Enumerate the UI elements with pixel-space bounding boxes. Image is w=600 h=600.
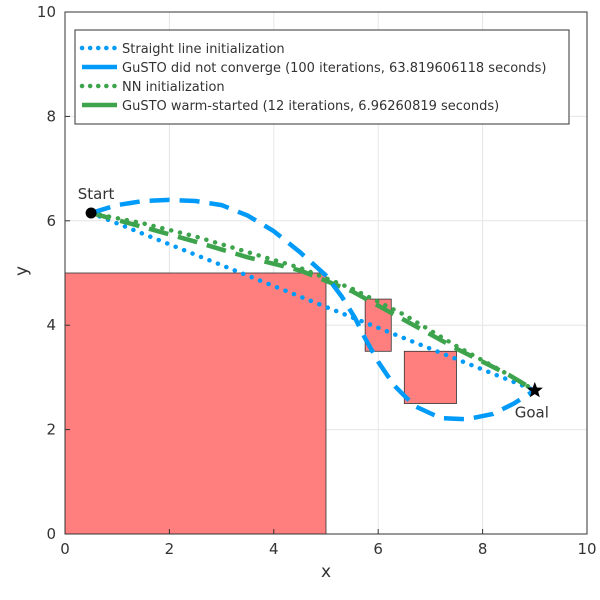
series-line-4 (90, 210, 536, 393)
x-tick-label: 8 (478, 540, 488, 558)
start-marker (85, 207, 97, 219)
x-axis-label: x (321, 562, 331, 582)
series-line-1 (88, 210, 538, 393)
goal-star-marker (526, 381, 543, 398)
legend: Straight line initialization GuSTO did no… (74, 29, 570, 125)
goal-label: Goal (515, 403, 549, 421)
tick-labels: 0 2 4 6 8 10 0 2 4 6 8 10 (37, 3, 597, 558)
y-tick-label: 10 (37, 3, 56, 21)
y-tick-label: 8 (46, 107, 56, 125)
axes-frame (64, 11, 588, 535)
obstacle-rect-3 (403, 350, 457, 404)
y-tick-label: 6 (46, 212, 56, 230)
legend-label-1: Straight line initialization (122, 42, 285, 57)
y-axis-label: y (12, 266, 32, 276)
x-tick-label: 4 (269, 540, 279, 558)
x-tick-label: 6 (373, 540, 383, 558)
y-tick-label: 4 (46, 316, 56, 334)
legend-label-3: NN initialization (122, 80, 225, 95)
x-tick-label: 0 (60, 540, 70, 558)
legend-label-2: GuSTO did not converge (100 iterations, … (122, 61, 547, 76)
x-tick-label: 2 (165, 540, 175, 558)
series-line-2 (90, 197, 536, 422)
x-tick-label: 10 (577, 540, 596, 558)
y-tick-label: 0 (46, 525, 56, 543)
start-label: Start (78, 185, 115, 203)
plot-frame (64, 11, 588, 535)
legend-label-4: GuSTO warm-started (12 iterations, 6.962… (122, 99, 499, 114)
obstacles (64, 272, 457, 535)
markers: Start Goal (78, 185, 549, 421)
y-tick-label: 2 (46, 421, 56, 439)
series-lines (88, 197, 538, 422)
series-line-3 (88, 210, 538, 393)
legend-box (74, 29, 570, 125)
obstacle-rect-1 (64, 272, 327, 535)
